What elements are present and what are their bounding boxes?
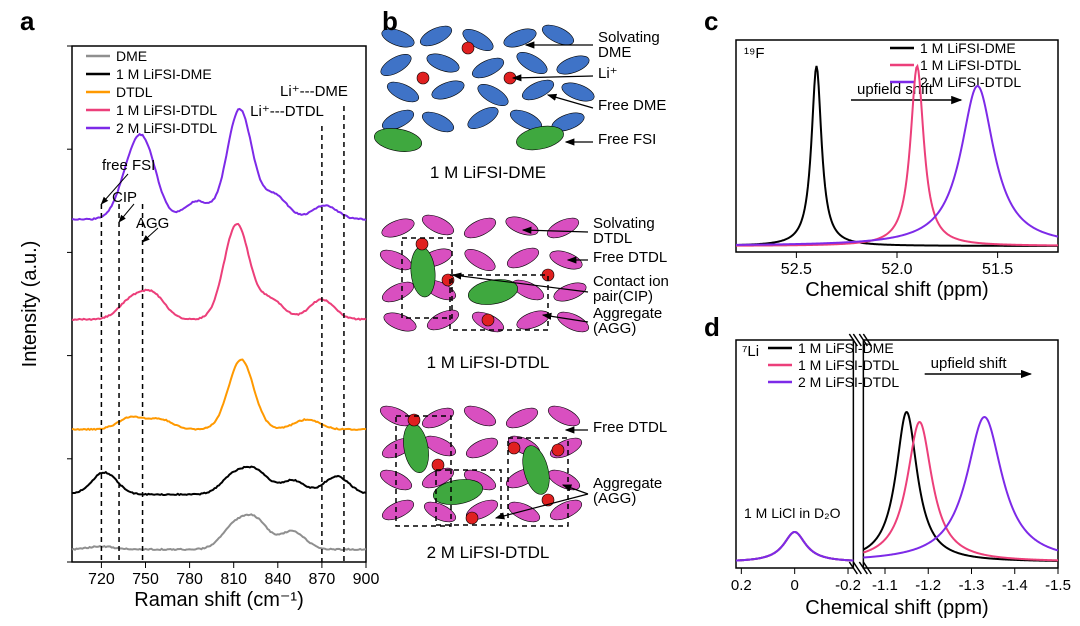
- svg-text:720: 720: [88, 571, 115, 588]
- svg-text:free FSI: free FSI: [102, 157, 155, 174]
- svg-text:DTDL: DTDL: [116, 84, 153, 100]
- svg-text:900: 900: [353, 571, 380, 588]
- svg-text:870: 870: [309, 571, 336, 588]
- svg-text:Intensity (a.u.): Intensity (a.u.): [19, 241, 41, 368]
- svg-text:upfield shift: upfield shift: [931, 355, 1008, 372]
- svg-text:1 M LiFSI-DTDL: 1 M LiFSI-DTDL: [798, 357, 899, 373]
- panel-d-label: d: [704, 312, 720, 343]
- svg-text:-1.4: -1.4: [1002, 577, 1028, 594]
- svg-text:2 M LiFSI-DTDL: 2 M LiFSI-DTDL: [920, 74, 1021, 90]
- panel-b-label: b: [382, 6, 398, 37]
- svg-text:0.2: 0.2: [731, 577, 752, 594]
- svg-text:0: 0: [791, 577, 799, 594]
- svg-text:2 M LiFSI-DTDL: 2 M LiFSI-DTDL: [798, 374, 899, 390]
- svg-text:Li⁺---DME: Li⁺---DME: [280, 83, 348, 100]
- svg-text:1 M LiCl in D₂O: 1 M LiCl in D₂O: [744, 505, 841, 521]
- svg-text:-1.3: -1.3: [959, 577, 985, 594]
- svg-text:DME: DME: [598, 44, 631, 61]
- svg-text:810: 810: [220, 571, 247, 588]
- svg-text:¹⁹F: ¹⁹F: [744, 45, 765, 62]
- panel-c-label: c: [704, 6, 718, 37]
- svg-text:1 M LiFSI-DME: 1 M LiFSI-DME: [920, 40, 1016, 56]
- svg-text:-0.2: -0.2: [835, 577, 861, 594]
- svg-text:AGG: AGG: [136, 215, 169, 232]
- svg-text:1 M LiFSI-DME: 1 M LiFSI-DME: [430, 163, 546, 182]
- panel-a-label: a: [20, 6, 34, 37]
- svg-text:1 M LiFSI-DTDL: 1 M LiFSI-DTDL: [920, 57, 1021, 73]
- svg-text:52.0: 52.0: [881, 261, 912, 278]
- svg-text:Chemical shift (ppm): Chemical shift (ppm): [805, 279, 988, 301]
- svg-text:750: 750: [132, 571, 159, 588]
- svg-text:1 M LiFSI-DTDL: 1 M LiFSI-DTDL: [427, 353, 550, 372]
- svg-text:DME: DME: [116, 48, 147, 64]
- figure-root: a b c d 720 750 780 810 840 870 900 Raman shift…: [0, 0, 1080, 626]
- svg-text:52.5: 52.5: [781, 261, 812, 278]
- svg-text:51.5: 51.5: [982, 261, 1013, 278]
- svg-text:2 M LiFSI-DTDL: 2 M LiFSI-DTDL: [116, 120, 217, 136]
- svg-text:(AGG): (AGG): [593, 490, 636, 507]
- svg-text:Free DTDL: Free DTDL: [593, 249, 667, 266]
- svg-text:Free DTDL: Free DTDL: [593, 419, 667, 436]
- svg-text:Free DME: Free DME: [598, 97, 666, 114]
- svg-text:1 M LiFSI-DTDL: 1 M LiFSI-DTDL: [116, 102, 217, 118]
- svg-text:Free FSI: Free FSI: [598, 131, 656, 148]
- figure-svg: 720 750 780 810 840 870 900 Raman shift (cm⁻¹) I…: [0, 0, 1080, 626]
- svg-text:(AGG): (AGG): [593, 320, 636, 337]
- svg-text:pair(CIP): pair(CIP): [593, 288, 653, 305]
- svg-text:Li⁺---DTDL: Li⁺---DTDL: [250, 103, 324, 120]
- svg-text:DTDL: DTDL: [593, 230, 632, 247]
- svg-text:1 M LiFSI-DME: 1 M LiFSI-DME: [116, 66, 212, 82]
- svg-text:CIP: CIP: [112, 189, 137, 206]
- svg-text:Chemical shift (ppm): Chemical shift (ppm): [805, 597, 988, 619]
- svg-text:⁷Li: ⁷Li: [742, 343, 759, 360]
- svg-text:-1.1: -1.1: [872, 577, 898, 594]
- svg-text:840: 840: [264, 571, 291, 588]
- svg-text:Li⁺: Li⁺: [598, 65, 618, 82]
- svg-text:1 M LiFSI-DME: 1 M LiFSI-DME: [798, 340, 894, 356]
- svg-text:780: 780: [176, 571, 203, 588]
- svg-text:upfield shift: upfield shift: [857, 81, 934, 98]
- svg-text:Raman shift (cm⁻¹): Raman shift (cm⁻¹): [134, 589, 303, 611]
- svg-text:2 M LiFSI-DTDL: 2 M LiFSI-DTDL: [427, 543, 550, 562]
- svg-text:-1.5: -1.5: [1045, 577, 1071, 594]
- svg-text:-1.2: -1.2: [915, 577, 941, 594]
